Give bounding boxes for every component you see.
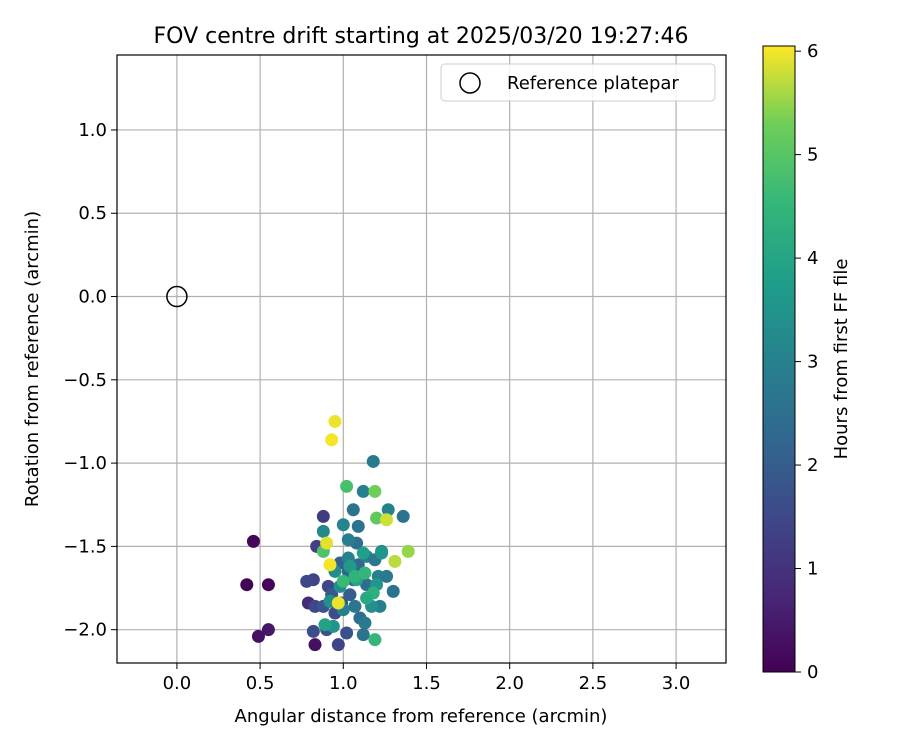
data-point (356, 546, 370, 560)
x-tick-label: 2.5 (579, 673, 608, 694)
colorbar-tick-label: 6 (807, 41, 818, 62)
x-tick-label: 3.0 (662, 673, 691, 694)
data-point (336, 574, 350, 588)
colorbar-tick-label: 3 (807, 352, 818, 373)
y-tick-label: 0.0 (78, 287, 107, 308)
data-point (388, 554, 402, 568)
y-tick-label: 0.5 (78, 203, 107, 224)
data-point (343, 588, 357, 602)
x-tick-label: 1.5 (412, 673, 441, 694)
reference-marker-layer (166, 285, 188, 308)
data-point (370, 511, 384, 525)
data-point (336, 518, 350, 532)
data-point (341, 533, 355, 547)
data-point (348, 599, 362, 613)
x-tick-label: 0.0 (163, 673, 192, 694)
legend-box (440, 63, 716, 102)
data-point (240, 578, 254, 592)
data-point (380, 513, 394, 527)
data-point (318, 618, 332, 632)
data-point (396, 509, 410, 523)
legend-marker-icon (459, 72, 481, 94)
data-point (356, 628, 370, 642)
colorbar-tick-label: 1 (807, 559, 818, 580)
data-point (348, 569, 362, 583)
data-point (368, 484, 382, 498)
data-point (340, 626, 354, 640)
colorbar-tick-label: 4 (807, 248, 818, 269)
colorbar-tick-label: 5 (807, 145, 818, 166)
y-axis-label: Rotation from reference (arcmin) (22, 211, 43, 507)
y-tick-label: 1.0 (78, 120, 107, 141)
y-axis-ticks: 1.0 0.5 0.0 −0.5 −1.0 −1.5 −2.0 (63, 120, 117, 641)
data-point (366, 454, 380, 468)
y-tick-label: −2.0 (63, 620, 107, 641)
data-point (381, 503, 395, 517)
y-tick-label: −0.5 (63, 370, 107, 391)
colorbar-label: Hours from first FF file (831, 259, 852, 460)
data-point (343, 559, 357, 573)
data-point (375, 546, 389, 560)
data-point (401, 544, 415, 558)
data-point (331, 596, 345, 610)
x-tick-label: 2.0 (495, 673, 524, 694)
x-axis-ticks: 0.0 0.5 1.0 1.5 2.0 2.5 3.0 (163, 663, 691, 694)
data-point (261, 623, 275, 637)
data-point (261, 578, 275, 592)
y-tick-label: −1.0 (63, 453, 107, 474)
legend: Reference platepar (440, 63, 716, 102)
data-point (251, 629, 265, 643)
data-point (360, 591, 374, 605)
data-point (380, 569, 394, 583)
plot-frame (116, 54, 727, 664)
colorbar-tick-label: 2 (807, 455, 818, 476)
x-tick-label: 1.0 (329, 673, 358, 694)
data-point (358, 566, 372, 580)
data-point (346, 503, 360, 517)
grid (117, 55, 726, 663)
data-point (325, 433, 339, 447)
data-point (358, 616, 372, 630)
data-point (300, 574, 314, 588)
data-point (386, 584, 400, 598)
data-point (306, 624, 320, 638)
data-point (340, 479, 354, 493)
data-point (356, 484, 370, 498)
data-point (323, 558, 337, 572)
data-point (351, 519, 365, 533)
reference-point-marker (166, 285, 188, 308)
data-point (316, 509, 330, 523)
data-point (368, 633, 382, 647)
chart-title: FOV centre drift starting at 2025/03/20 … (154, 24, 689, 49)
x-tick-label: 0.5 (246, 673, 275, 694)
y-tick-label: −1.5 (63, 536, 107, 557)
x-axis-label: Angular distance from reference (arcmin) (235, 706, 608, 727)
colorbar: 0 1 2 3 4 5 6 Hours from first FF file (762, 41, 852, 683)
data-point (316, 524, 330, 538)
data-point (331, 638, 345, 652)
data-point (246, 534, 260, 548)
legend-label: Reference platepar (507, 73, 679, 94)
data-point (328, 414, 342, 428)
data-point (320, 536, 334, 550)
data-points (240, 414, 415, 652)
colorbar-tick-label: 0 (807, 662, 818, 683)
colorbar-ticks: 0 1 2 3 4 5 6 (795, 41, 818, 683)
data-point (308, 638, 322, 652)
colorbar-gradient (762, 45, 796, 673)
